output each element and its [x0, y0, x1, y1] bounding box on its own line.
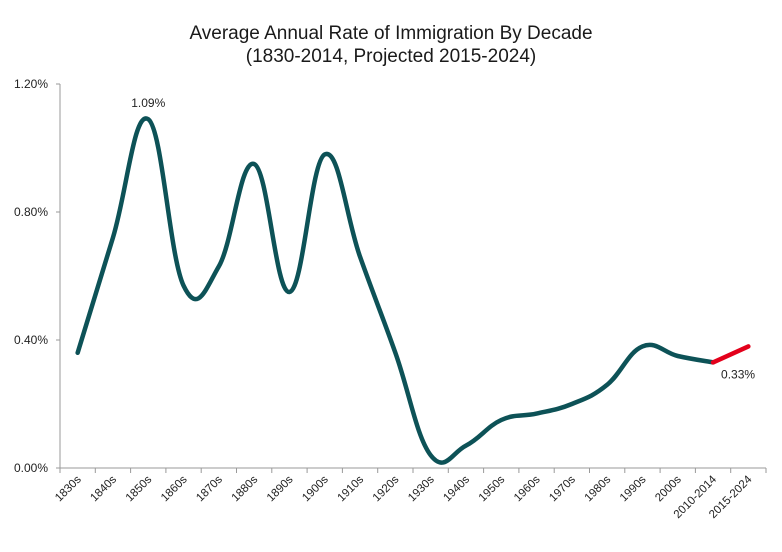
x-tick-label: 1900s — [300, 473, 331, 504]
x-tick-label: 1830s — [53, 473, 84, 504]
chart-title: Average Annual Rate of Immigration By De… — [189, 23, 593, 44]
y-tick-label: 1.20% — [14, 77, 48, 91]
x-tick-label: 1980s — [583, 473, 614, 504]
x-tick-label: 1840s — [88, 473, 119, 504]
chart-subtitle: (1830-2014, Projected 2015-2024) — [245, 46, 537, 67]
chart-title-block: Average Annual Rate of Immigration By De… — [0, 22, 782, 68]
data-label: 1.09% — [131, 96, 165, 110]
y-tick-label: 0.00% — [14, 461, 48, 475]
series-line-historical — [75, 116, 716, 465]
x-tick-label: 1950s — [477, 473, 508, 504]
y-tick-label: 0.40% — [14, 333, 48, 347]
x-tick-label: 2000s — [653, 473, 684, 504]
x-tick-label: 1930s — [406, 473, 437, 504]
series-line-projected — [710, 344, 751, 365]
x-tick-label: 1860s — [159, 473, 190, 504]
x-tick-label: 1880s — [230, 473, 261, 504]
x-tick-label: 1940s — [441, 473, 472, 504]
x-tick-label: 1910s — [336, 473, 367, 504]
data-label: 0.33% — [721, 367, 755, 381]
x-tick-label: 1870s — [194, 473, 225, 504]
x-tick-label: 1960s — [512, 473, 543, 504]
x-tick-label: 1890s — [265, 473, 296, 504]
y-tick-label: 0.80% — [14, 205, 48, 219]
x-tick-label: 1970s — [547, 473, 578, 504]
x-tick-label: 1920s — [371, 473, 402, 504]
x-tick-label: 1850s — [124, 473, 155, 504]
x-tick-label: 1990s — [618, 473, 649, 504]
